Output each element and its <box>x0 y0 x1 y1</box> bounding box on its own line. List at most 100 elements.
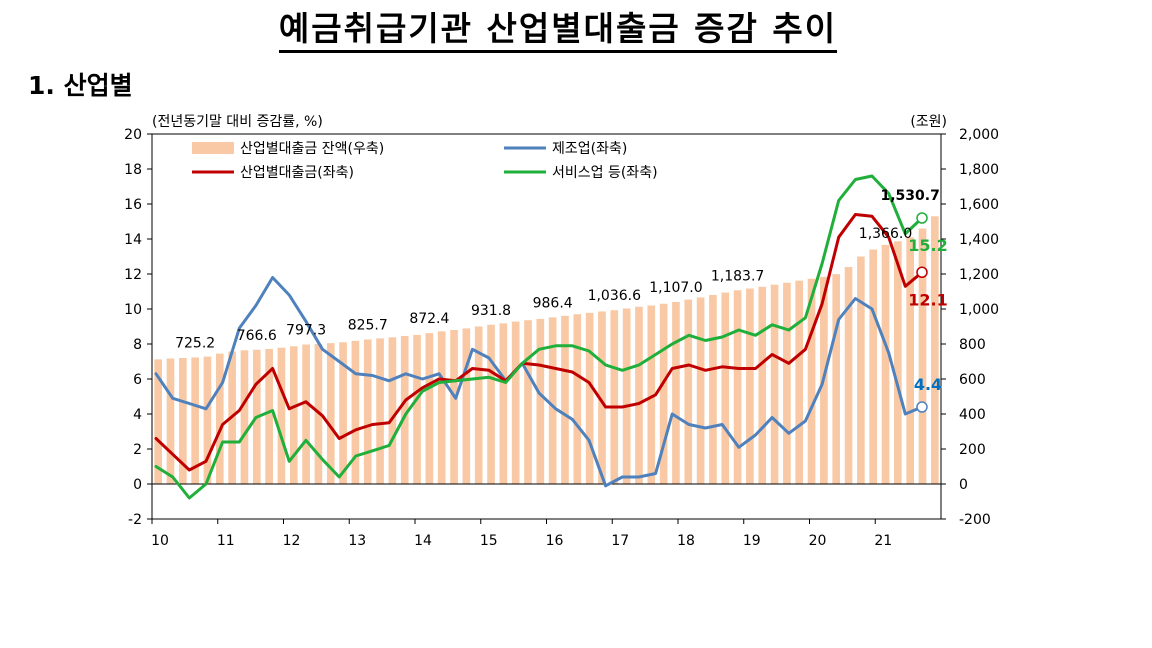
legend-label: 산업별대출금(좌축) <box>240 165 354 181</box>
balance-bar <box>437 331 446 484</box>
bar-value-label: 986.4 <box>533 295 573 311</box>
balance-bar <box>832 274 841 484</box>
left-tick-label: 10 <box>124 302 142 318</box>
x-tick-label: 20 <box>809 533 827 549</box>
legend-label: 서비스업 등(좌축) <box>552 165 658 181</box>
series-end-marker <box>916 401 928 413</box>
balance-bar <box>154 359 162 484</box>
bar-value-label: 1,530.7 <box>881 188 940 204</box>
right-tick-label: 800 <box>959 337 986 353</box>
bar-value-label: 931.8 <box>471 303 511 319</box>
balance-bar <box>215 353 224 485</box>
balance-bar <box>425 333 434 484</box>
balance-bar <box>894 241 902 484</box>
balance-bar <box>807 278 816 484</box>
balance-bar <box>795 280 804 484</box>
balance-bar <box>684 299 693 484</box>
right-tick-label: 600 <box>959 372 986 388</box>
balance-bar <box>179 358 187 484</box>
right-tick-label: 1,400 <box>959 232 999 248</box>
right-tick-label: 1,000 <box>959 302 999 318</box>
series-line <box>154 213 924 472</box>
balance-bar <box>289 346 298 484</box>
balance-bar <box>363 339 372 484</box>
balance-bar <box>622 308 631 484</box>
balance-bars <box>154 216 939 485</box>
right-tick-label: 400 <box>959 407 986 423</box>
balance-bar <box>721 292 730 484</box>
left-tick-label: 2 <box>133 442 142 458</box>
left-tick-label: 16 <box>124 197 142 213</box>
bar-value-label: 725.2 <box>175 335 215 351</box>
series-end-label: 15.2 <box>908 236 947 255</box>
legend-swatch <box>192 142 234 154</box>
balance-bar <box>672 302 680 484</box>
balance-bar <box>598 311 606 484</box>
x-tick-label: 11 <box>217 533 235 549</box>
balance-bar <box>548 317 557 484</box>
series-line <box>154 174 924 500</box>
balance-bar <box>388 337 397 484</box>
balance-bar <box>561 315 569 484</box>
legend: 산업별대출금 잔액(우축) 제조업(좌축) 산업별대출금(좌축) 서비스업 등(좌축) <box>192 141 658 181</box>
left-tick-label: 0 <box>133 477 142 493</box>
balance-bar <box>733 290 742 484</box>
left-tick-label: 20 <box>124 127 142 143</box>
series-end-marker <box>916 212 928 224</box>
balance-bar <box>585 312 594 484</box>
balance-bar <box>351 340 360 484</box>
series-end-label: 12.1 <box>908 290 947 309</box>
balance-bar <box>758 286 767 484</box>
right-tick-label: 2,000 <box>959 127 999 143</box>
balance-bar <box>770 284 779 484</box>
right-tick-label: 1,200 <box>959 267 999 283</box>
growth-lines <box>154 174 928 500</box>
balance-bar <box>474 326 483 484</box>
left-axis-title: (전년동기말 대비 증감률, %) <box>152 114 323 130</box>
left-tick-label: 6 <box>133 372 142 388</box>
page-title: 예금취급기관 산업별대출금 증감 추이 <box>0 2 1116 53</box>
balance-bar <box>573 314 582 484</box>
balance-bar <box>499 323 508 484</box>
balance-bar <box>635 306 643 484</box>
balance-bar <box>166 358 175 484</box>
axes: -2 0 2 4 6 8 10 12 14 16 18 20 -200 0 200 400 600 800 1,00… <box>124 114 999 549</box>
bar-value-label: 1,107.0 <box>649 280 702 296</box>
left-tick-label: 12 <box>124 267 142 283</box>
x-tick-label: 14 <box>414 533 432 549</box>
balance-bar <box>450 330 458 484</box>
balance-bar <box>203 356 212 484</box>
balance-bar <box>462 328 471 484</box>
x-tick-label: 19 <box>743 533 761 549</box>
balance-bar <box>376 338 384 484</box>
balance-bar <box>746 288 754 484</box>
right-tick-label: 1,800 <box>959 162 999 178</box>
balance-bar <box>659 303 668 484</box>
left-tick-label: 14 <box>124 232 142 248</box>
balance-bar <box>647 305 656 484</box>
left-tick-label: 4 <box>133 407 142 423</box>
balance-bar <box>844 267 853 484</box>
balance-bar <box>400 335 409 484</box>
balance-bar <box>524 320 532 484</box>
balance-bar <box>906 237 914 484</box>
section-title: 1. 산업별 <box>28 71 133 100</box>
balance-bar <box>881 244 890 484</box>
bar-value-label: 1,036.6 <box>588 288 642 304</box>
x-tick-label: 12 <box>283 533 301 549</box>
balance-bar <box>191 357 199 484</box>
right-tick-label: -200 <box>959 512 991 528</box>
balance-bar <box>869 249 878 484</box>
balance-bar <box>783 282 791 484</box>
bar-value-label: 872.4 <box>409 311 449 327</box>
bar-value-label: 1,366.0 <box>859 226 912 242</box>
right-tick-label: 200 <box>959 442 986 458</box>
bar-value-label: 766.6 <box>237 328 277 344</box>
left-tick-label: 8 <box>133 337 142 353</box>
page-title-text: 예금취급기관 산업별대출금 증감 추이 <box>278 9 838 53</box>
balance-bar <box>918 228 927 484</box>
balance-bar <box>610 310 619 484</box>
chart-labels: 4.4 12.1 15.2 725.2 766.6 797.3 825.7 872.4 931.… <box>175 188 948 394</box>
balance-bar <box>326 343 335 485</box>
